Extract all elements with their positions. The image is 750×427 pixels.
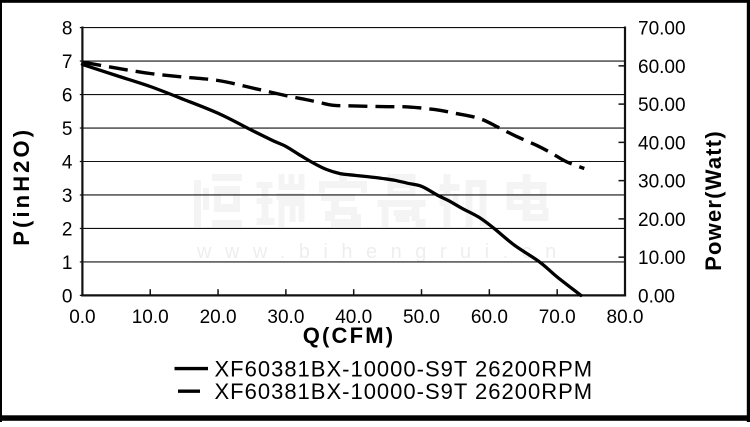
svg-text:10.0: 10.0 <box>132 307 169 328</box>
svg-text:70.00: 70.00 <box>638 19 686 40</box>
svg-text:30.00: 30.00 <box>638 172 686 193</box>
svg-text:0: 0 <box>62 286 73 307</box>
svg-text:20.0: 20.0 <box>200 307 237 328</box>
svg-text:20.00: 20.00 <box>638 210 686 231</box>
svg-text:4: 4 <box>62 152 73 173</box>
svg-text:3: 3 <box>62 186 73 207</box>
svg-text:40.00: 40.00 <box>638 133 686 154</box>
svg-text:2: 2 <box>62 219 73 240</box>
svg-text:1: 1 <box>62 253 73 274</box>
svg-text:7: 7 <box>62 52 73 73</box>
svg-text:40.0: 40.0 <box>335 307 372 328</box>
svg-text:0.0: 0.0 <box>69 307 95 328</box>
svg-text:80.0: 80.0 <box>607 307 644 328</box>
svg-text:8: 8 <box>62 19 73 40</box>
svg-text:0.00: 0.00 <box>638 286 675 307</box>
svg-text:70.0: 70.0 <box>539 307 576 328</box>
svg-text:50.0: 50.0 <box>403 307 440 328</box>
svg-text:Q(CFM): Q(CFM) <box>303 323 396 348</box>
svg-text:60.0: 60.0 <box>471 307 508 328</box>
svg-text:60.00: 60.00 <box>638 57 686 78</box>
svg-text:6: 6 <box>62 85 73 106</box>
svg-text:Power(Watt): Power(Watt) <box>701 130 726 271</box>
svg-text:30.0: 30.0 <box>267 307 304 328</box>
svg-text:XF60381BX-10000-S9T 26200RPM: XF60381BX-10000-S9T 26200RPM <box>215 357 594 382</box>
svg-text:P(inH2O): P(inH2O) <box>9 127 34 246</box>
svg-text:www.bihengrui.cn: www.bihengrui.cn <box>196 241 570 263</box>
svg-text:5: 5 <box>62 119 73 140</box>
svg-text:XF60381BX-10000-S9T 26200RPM: XF60381BX-10000-S9T 26200RPM <box>215 379 594 404</box>
svg-text:10.00: 10.00 <box>638 248 686 269</box>
svg-text:50.00: 50.00 <box>638 95 686 116</box>
